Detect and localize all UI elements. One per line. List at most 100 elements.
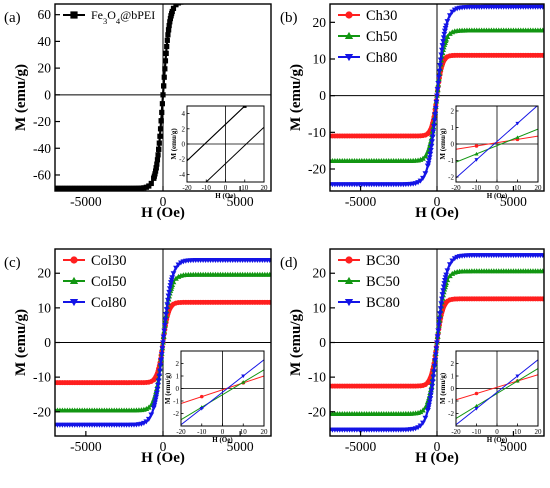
series-point-Ch80: [432, 112, 439, 118]
series-point-Ch80: [436, 68, 443, 74]
series-point-Fe3O4@bPEI: [154, 161, 160, 167]
series-point-Fe3O4@bPEI: [162, 66, 168, 72]
inset-point: [515, 135, 520, 139]
x-tick-label: 5000: [227, 194, 254, 209]
x-axis-label: H (Oe): [141, 205, 185, 221]
inset-x-tick-label: -10: [197, 428, 207, 436]
inset-point: [515, 121, 520, 126]
inset-x-tick-label: -20: [182, 184, 192, 192]
inset-curves: [181, 351, 264, 426]
legend: Fe3O4@bPEI: [63, 8, 155, 26]
series-point-BC80: [429, 379, 436, 385]
inset-x-tick-label: 20: [261, 184, 269, 192]
inset-x-label: H (Oe): [487, 192, 508, 200]
series-point-Ch80: [431, 123, 437, 129]
series-point-Col80: [166, 286, 173, 292]
series-point-BC80: [432, 358, 439, 364]
inset-y-tick-label: 4: [182, 110, 186, 118]
series-point-BC80: [422, 415, 429, 421]
inset-y-tick-label: 1: [451, 373, 455, 381]
series-point-BC80: [435, 322, 442, 328]
inset-x-tick-label: -20: [451, 184, 461, 192]
series-point-Ch80: [437, 63, 443, 69]
series-point-Fe3O4@bPEI: [154, 157, 161, 163]
x-tick-label: 5000: [500, 439, 527, 454]
series-point-Ch80: [429, 134, 436, 140]
series-point-Ch80: [429, 139, 435, 145]
series-point-Col80: [169, 275, 176, 281]
series-point-BC80: [437, 311, 443, 317]
series-point-Fe3O4@bPEI: [160, 92, 166, 98]
series-point-BC80: [425, 405, 432, 411]
series-point-Fe3O4@bPEI: [161, 74, 167, 80]
inset-loop-line: [181, 369, 264, 421]
y-tick-label: -10: [308, 125, 326, 140]
inset-point: [474, 406, 479, 411]
inset-y-tick-label: 1: [176, 373, 180, 381]
series-point-Ch80: [434, 87, 441, 93]
inset-y-tick-label: -2: [448, 174, 454, 182]
inset-point: [241, 380, 246, 384]
inset-x-tick-label: 0: [224, 184, 228, 192]
series-point-Fe3O4@bPEI: [166, 22, 172, 29]
y-tick-label: -20: [33, 114, 51, 129]
inset-curves: [456, 106, 538, 182]
inset-curves: [187, 106, 264, 182]
y-tick-label: -10: [308, 370, 326, 385]
series-point-BC50: [539, 268, 544, 274]
inset-x-tick-label: 0: [495, 184, 499, 192]
series-point-Ch30: [540, 52, 544, 58]
series-point-BC80: [434, 334, 441, 340]
legend-label: BC80: [366, 295, 400, 311]
series-point-Col80: [157, 363, 164, 369]
series-point-Fe3O4@bPEI: [155, 152, 161, 158]
series-point-Fe3O4@bPEI: [158, 118, 164, 124]
y-tick-label: 10: [38, 300, 52, 315]
y-tick-label: -10: [33, 370, 51, 385]
inset-y-label: M (emu/g): [170, 128, 178, 160]
y-axis-label: M (emu/g): [288, 64, 304, 131]
x-tick-label: 5000: [500, 194, 527, 209]
legend-label: Fe3O4@bPEI: [91, 8, 155, 26]
x-tick-label: -5000: [345, 194, 377, 209]
series-point-BC80: [428, 392, 434, 398]
inset-point: [199, 394, 204, 399]
series-point-Col80: [145, 416, 152, 422]
inset-point: [241, 374, 246, 379]
series-point-Fe3O4@bPEI: [169, 8, 175, 15]
inset-x-label: H (Oe): [487, 436, 508, 444]
series-point-Ch50: [446, 30, 453, 36]
y-tick-label: -60: [33, 167, 51, 182]
x-tick-label: 0: [434, 439, 441, 454]
series-point-Ch80: [434, 93, 440, 99]
inset-loop-line: [456, 106, 538, 179]
y-axis-label: M (emu/g): [13, 309, 29, 376]
legend-label: BC50: [366, 274, 400, 290]
panel-label: (c): [4, 255, 21, 271]
series-point-Col80: [167, 283, 174, 289]
series-point-Ch80: [435, 80, 442, 86]
inset-point: [515, 374, 520, 379]
series-point-Fe3O4@bPEI: [170, 5, 177, 11]
y-tick-label: 20: [38, 61, 52, 76]
series-point-Fe3O4@bPEI: [167, 19, 173, 25]
series-point-Col80: [165, 293, 172, 299]
series-point-BC80: [424, 408, 431, 414]
series-point-BC80: [431, 363, 438, 369]
inset-y-tick-label: 0: [451, 141, 455, 149]
series-point-BC80: [437, 306, 444, 312]
inset-y-tick-label: 1: [451, 124, 455, 132]
inset-x-tick-label: 20: [535, 184, 543, 192]
y-axis-label: M (emu/g): [288, 309, 304, 376]
series-point-Col80: [161, 322, 168, 328]
y-tick-label: 20: [313, 266, 327, 281]
inset-x-tick-label: -20: [176, 428, 186, 436]
series-point-BC80: [435, 328, 442, 334]
series-point-Ch80: [539, 4, 544, 10]
legend-label: Col50: [91, 274, 126, 290]
series-point-BC30: [443, 299, 449, 305]
inset-point: [474, 144, 479, 148]
panel-label: (a): [4, 10, 21, 26]
